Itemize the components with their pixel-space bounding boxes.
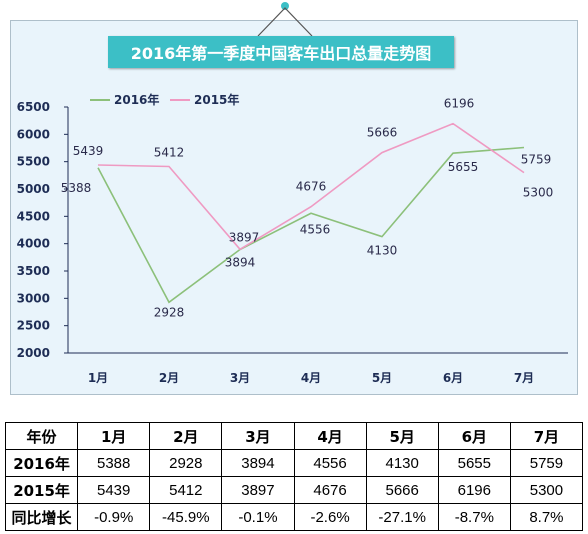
y-tick-label: 4000	[17, 237, 50, 251]
series-line-2	[97, 122, 525, 251]
table-header-cell: 3月	[221, 422, 295, 450]
data-label-2016: 3894	[225, 255, 256, 269]
table-cell: 4556	[293, 449, 367, 477]
table-cell: 5666	[365, 476, 439, 504]
table-cell: -27.1%	[365, 503, 439, 531]
table-cell: 4676	[293, 476, 367, 504]
data-label-2016: 2928	[154, 305, 185, 319]
x-tick-label: 2月	[159, 371, 179, 385]
hanger-decoration	[257, 2, 313, 37]
table-cell: 5300	[509, 476, 584, 504]
x-tick-label: 5月	[372, 371, 392, 385]
table-cell: 5759	[509, 449, 584, 477]
data-label-2016: 5759	[521, 153, 552, 167]
table-cell: 8.7%	[509, 503, 584, 531]
x-tick-label: 6月	[443, 371, 463, 385]
table-cell: 5655	[437, 449, 511, 477]
table-header-cell: 6月	[437, 422, 511, 450]
y-tick-label: 4500	[17, 209, 50, 223]
data-label-2016: 4130	[367, 244, 398, 258]
y-tick-label: 3000	[17, 291, 50, 305]
table-cell: 2928	[149, 449, 223, 477]
chart-frame	[10, 20, 578, 395]
y-tick-label: 6000	[17, 127, 50, 141]
table-cell: 4130	[365, 449, 439, 477]
table-row-label: 2015年	[4, 476, 79, 504]
chart-title: 2016年第一季度中国客车出口总量走势图	[108, 36, 454, 68]
table-header-cell: 5月	[365, 422, 439, 450]
table-header-row: 年份 1月 2月 3月 4月 5月 6月 7月	[4, 422, 584, 450]
y-tick-label: 5000	[17, 182, 50, 196]
legend-entry-1: 2016年	[114, 92, 159, 107]
table-header-cell: 年份	[4, 422, 79, 450]
table-header-cell: 1月	[77, 422, 151, 450]
table-cell: 6196	[437, 476, 511, 504]
y-tick-label: 3500	[17, 264, 50, 278]
x-tick-label: 3月	[230, 371, 250, 385]
legend-entry-2: 2015年	[194, 92, 239, 107]
table-cell: 5388	[77, 449, 151, 477]
data-label-2015: 5439	[73, 144, 104, 158]
table-cell: -0.9%	[77, 503, 151, 531]
table-cell: -2.6%	[293, 503, 367, 531]
table-cell: 3897	[221, 476, 295, 504]
y-tick-label: 2500	[17, 319, 50, 333]
table-row-label: 同比增长	[4, 503, 79, 531]
table-header-cell: 7月	[509, 422, 584, 450]
table-cell: -0.1%	[221, 503, 295, 531]
table-row: 同比增长 -0.9% -45.9% -0.1% -2.6% -27.1% -8.7% 8.7%	[4, 503, 584, 531]
data-label-2015: 6196	[444, 97, 475, 111]
y-tick-label: 2000	[17, 346, 50, 360]
data-label-2015: 5412	[154, 145, 185, 159]
table-header-cell: 4月	[293, 422, 367, 450]
table-header-cell: 2月	[149, 422, 223, 450]
table-row: 2015年 5439 5412 3897 4676 5666 6196 5300	[4, 476, 584, 504]
data-table: 年份 1月 2月 3月 4月 5月 6月 7月 2016年 5388 2928 3894 4556 413…	[4, 422, 584, 531]
data-label-2015: 3897	[229, 230, 260, 244]
table-row: 2016年 5388 2928 3894 4556 4130 5655 5759	[4, 449, 584, 477]
y-tick-label: 6500	[17, 100, 50, 114]
x-tick-label: 4月	[301, 371, 321, 385]
series-line-1	[97, 146, 525, 304]
data-label-2015: 5300	[523, 186, 554, 200]
line-chart: 6500 6000 5500 5000 4500 4000 3500 3000 2500 2000…	[17, 92, 568, 385]
x-tick-label: 7月	[514, 371, 534, 385]
data-label-2015: 5666	[367, 126, 398, 140]
data-label-2016: 5655	[448, 160, 479, 174]
table-cell: 5412	[149, 476, 223, 504]
data-label-2016: 5388	[61, 181, 92, 195]
table-cell: -8.7%	[437, 503, 511, 531]
table-cell: 5439	[77, 476, 151, 504]
table-cell: -45.9%	[149, 503, 223, 531]
data-label-2015: 4676	[296, 180, 327, 194]
table-row-label: 2016年	[4, 449, 79, 477]
data-label-2016: 4556	[300, 222, 331, 236]
x-tick-label: 1月	[88, 371, 108, 385]
y-tick-label: 5500	[17, 155, 50, 169]
table-cell: 3894	[221, 449, 295, 477]
